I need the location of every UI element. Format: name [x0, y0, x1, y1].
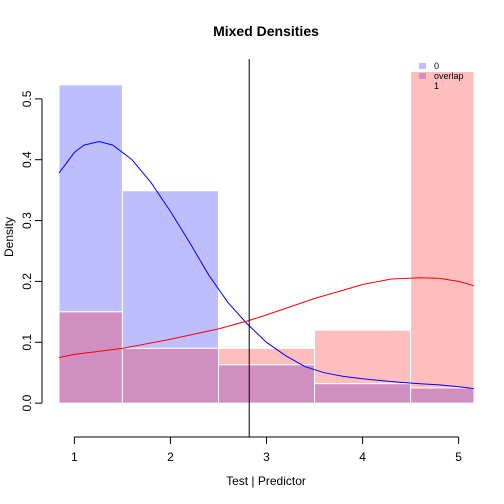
hist-bar-overlap-4	[314, 383, 412, 404]
hist-bar-group0-1	[58, 84, 123, 313]
x-tick-label: 1	[71, 450, 78, 464]
density-curves	[58, 140, 475, 389]
y-tick-label: 0.5	[20, 90, 34, 107]
x-tick-label: 5	[455, 450, 462, 464]
y-tick-label: 0.0	[20, 394, 34, 411]
chart-title: Mixed Densities	[213, 23, 319, 39]
y-tick-label: 0.4	[20, 151, 34, 168]
density-curve-group-1	[58, 277, 475, 358]
density-curve-group-0	[58, 140, 475, 389]
hist-bar-group1-3	[217, 347, 316, 366]
axes: 1 2 3 4 5 0.0 0.1 0.2 0.3 0.4 0.5	[20, 90, 462, 464]
histogram-bars	[58, 70, 475, 404]
hist-bar-overlap-1	[58, 311, 123, 404]
y-axis-label: Density	[2, 217, 16, 257]
x-tick-label: 3	[263, 450, 270, 464]
y-tick-label: 0.2	[20, 273, 34, 290]
hist-bar-group0-2	[121, 190, 219, 349]
x-tick-label: 4	[359, 450, 366, 464]
hist-bar-overlap-2	[121, 347, 219, 404]
legend-swatch-1	[419, 63, 426, 69]
x-tick-label: 2	[167, 450, 174, 464]
legend-label-3: 1	[434, 81, 439, 91]
y-tick-label: 0.1	[20, 334, 34, 351]
hist-bar-group1-4	[314, 329, 412, 385]
hist-bar-group1-5	[410, 70, 475, 389]
legend-label-1: 0	[434, 61, 439, 71]
x-axis-label: Test | Predictor	[226, 474, 306, 488]
legend-label-2: overlap	[434, 71, 464, 81]
hist-bar-overlap-3	[217, 364, 316, 404]
y-tick-label: 0.3	[20, 212, 34, 229]
legend-swatch-2	[419, 73, 426, 79]
hist-bar-overlap-5	[410, 387, 475, 404]
legend-swatch-3	[419, 83, 426, 89]
